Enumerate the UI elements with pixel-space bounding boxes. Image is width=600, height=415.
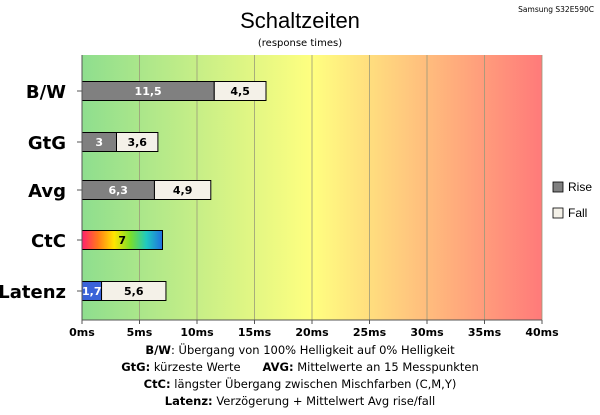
x-tick-label: 40ms [525, 326, 559, 339]
bar-value-label: 5,6 [124, 285, 144, 298]
x-tick-label: 10ms [180, 326, 214, 339]
footnote-ctc-text: längster Übergang zwischen Mischfarben (… [170, 377, 457, 391]
bar-segment [153, 180, 212, 200]
x-tick-label: 0ms [69, 326, 95, 339]
x-tick-label: 5ms [127, 326, 153, 339]
response-time-chart: Schaltzeiten (response times) Samsung S3… [0, 5, 594, 339]
category-label: CtC [31, 231, 66, 252]
bar-value-label: 3 [95, 136, 103, 149]
footnote-gtg-key: GtG: [121, 360, 151, 374]
x-tick-label: 30ms [410, 326, 444, 339]
bar-value-label: 1,7 [82, 285, 102, 298]
footnote-bw: B/W: Übergang von 100% Helligkeit auf 0%… [0, 342, 600, 359]
footnote-gtg-avg: GtG: kürzeste Werte AVG: Mittelwerte an … [0, 359, 600, 376]
bar-value-label: 6,3 [108, 184, 128, 197]
x-tick-label: 25ms [353, 326, 387, 339]
chart-footnotes: B/W: Übergang von 100% Helligkeit auf 0%… [0, 342, 600, 410]
category-labels: B/W GtG Avg CtC Latenz [0, 82, 82, 303]
bar-value-label: 11,5 [135, 85, 162, 98]
legend-label-fall: Fall [568, 206, 587, 220]
footnote-gtg-text: kürzeste Werte [150, 360, 241, 374]
footnote-ctc: CtC: längster Übergang zwischen Mischfar… [0, 376, 600, 393]
x-tick-label: 35ms [468, 326, 502, 339]
category-label: GtG [28, 133, 66, 154]
footnote-latenz: Latenz: Verzögerung + Mittelwert Avg ris… [0, 393, 600, 410]
legend-label-rise: Rise [568, 180, 592, 194]
category-label: B/W [26, 82, 66, 103]
bar-segment [101, 281, 167, 301]
footnote-bw-key: B/W [145, 343, 171, 357]
bars: 11,5 4,5 3 3,6 6,3 4,9 7 1,7 5,6 [81, 81, 267, 301]
corner-label: Samsung S32E590C [518, 5, 594, 14]
chart-title: Schaltzeiten [240, 8, 360, 33]
bar-segment [213, 81, 267, 101]
legend: Rise Fall [552, 180, 592, 220]
x-tick-label: 15ms [238, 326, 272, 339]
footnote-latenz-key: Latenz: [164, 394, 213, 408]
bar-segment [116, 132, 159, 152]
x-axis-ticks: 0ms 5ms 10ms 15ms 20ms 25ms 30ms 35ms 40ms [69, 55, 559, 339]
bar-value-label: 4,9 [173, 184, 193, 197]
footnote-latenz-text: Verzögerung + Mittelwert Avg rise/fall [212, 394, 436, 408]
footnote-avg-text: Mittelwerte an 15 Messpunkten [293, 360, 479, 374]
footnote-bw-text: : Übergang von 100% Helligkeit auf 0% He… [171, 343, 455, 357]
category-label: Latenz [0, 282, 66, 303]
footnote-ctc-key: CtC: [143, 377, 171, 391]
bar-value-label: 7 [118, 234, 126, 247]
x-tick-label: 20ms [295, 326, 329, 339]
bar-value-label: 4,5 [230, 85, 250, 98]
legend-swatch-fall [552, 207, 564, 219]
bar-value-label: 3,6 [127, 136, 147, 149]
legend-swatch-rise [552, 181, 564, 193]
chart-subtitle: (response times) [258, 38, 342, 49]
footnote-avg-key: AVG: [262, 360, 294, 374]
category-label: Avg [28, 181, 66, 202]
